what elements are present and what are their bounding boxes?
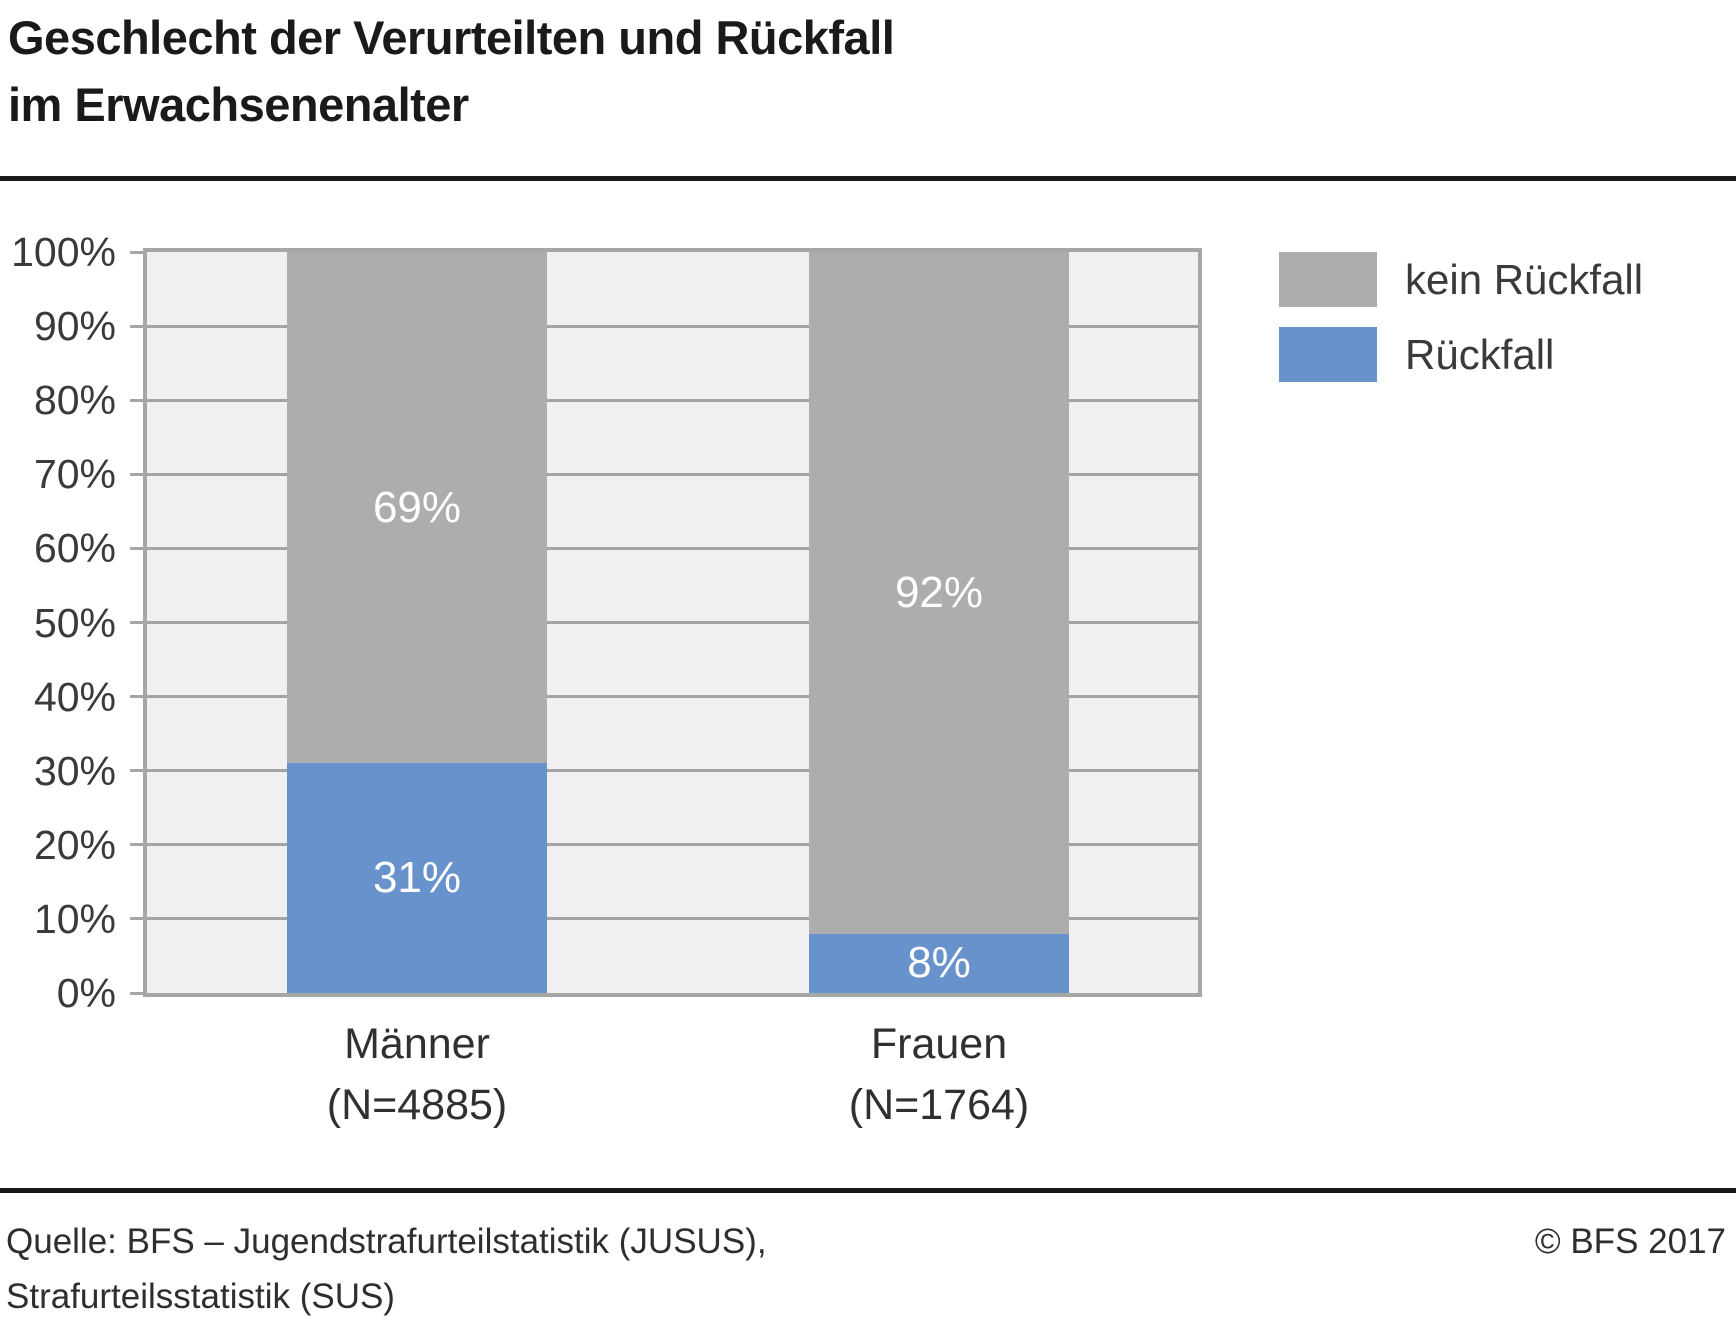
y-axis-tick (130, 473, 145, 476)
y-tick-label: 70% (33, 451, 116, 497)
source-line1: Quelle: BFS – Jugendstrafurteilstatistik… (6, 1222, 767, 1261)
page-title: Geschlecht der Verurteilten und Rückfall… (8, 4, 895, 138)
legend-label: Rückfall (1405, 331, 1555, 378)
gridline (147, 695, 1198, 698)
y-axis-tick (130, 325, 145, 328)
y-axis-tick (130, 843, 145, 846)
legend-swatch (1279, 327, 1377, 382)
legend-swatch (1279, 252, 1377, 307)
bar-segment-rückfall (287, 763, 547, 993)
bar-value-label: 31% (372, 853, 462, 902)
y-axis-tick (130, 695, 145, 698)
bar-segment-rückfall (809, 934, 1069, 993)
y-tick-label: 40% (33, 674, 116, 720)
source-note: Quelle: BFS – Jugendstrafurteilstatistik… (6, 1214, 767, 1324)
y-tick-label: 20% (33, 822, 116, 868)
title-divider (0, 176, 1736, 181)
bar-segment-kein-rückfall (287, 252, 547, 763)
plot-area: 31% 69% 8% 92% (143, 248, 1202, 997)
y-axis-tick (130, 992, 145, 995)
source-line2: Strafurteilsstatistik (SUS) (6, 1277, 395, 1316)
legend-item: Rückfall (1279, 327, 1643, 382)
gridline (147, 325, 1198, 328)
gridline (147, 473, 1198, 476)
x-category-count: (N=4885) (326, 1081, 508, 1129)
y-axis-tick (130, 769, 145, 772)
y-tick-label: 30% (33, 748, 116, 794)
y-tick-label: 60% (33, 525, 116, 571)
y-axis-tick (130, 621, 145, 624)
legend-item: kein Rückfall (1279, 252, 1643, 307)
y-axis-tick (130, 917, 145, 920)
x-category-count: (N=1764) (848, 1081, 1030, 1129)
y-axis-tick (130, 399, 145, 402)
gridline (147, 399, 1198, 402)
bar-value-label: 8% (907, 938, 971, 987)
y-tick-label: 10% (33, 896, 116, 942)
gridline (147, 769, 1198, 772)
legend-label: kein Rückfall (1405, 256, 1644, 303)
plot-inner: 31% 69% 8% 92% (147, 252, 1198, 993)
bar-segment-kein-rückfall (809, 252, 1069, 934)
y-tick-label: 80% (33, 377, 116, 423)
y-axis-tick (130, 251, 145, 254)
y-tick-label: 90% (33, 303, 116, 349)
x-category-label: Frauen (N=1764) (719, 1014, 1159, 1136)
bar-value-label: 69% (372, 483, 462, 532)
page-title-line1: Geschlecht der Verurteilten und Rückfall (8, 11, 895, 64)
gridline (147, 843, 1198, 846)
copyright-note: © BFS 2017 (1534, 1222, 1726, 1261)
legend: kein Rückfall Rückfall (1279, 252, 1643, 402)
footer-divider (0, 1188, 1736, 1193)
y-tick-label: 0% (56, 970, 116, 1016)
page-title-line2: im Erwachsenenalter (8, 78, 469, 131)
bar-value-label: 92% (894, 568, 984, 617)
y-axis-tick (130, 547, 145, 550)
x-category-label: Männer (N=4885) (197, 1014, 637, 1136)
gridline (147, 621, 1198, 624)
gridline (147, 547, 1198, 550)
x-category-name: Frauen (870, 1020, 1008, 1068)
y-tick-label: 50% (33, 600, 116, 646)
gridline (147, 917, 1198, 920)
x-category-name: Männer (344, 1020, 490, 1068)
y-tick-label: 100% (11, 229, 116, 275)
